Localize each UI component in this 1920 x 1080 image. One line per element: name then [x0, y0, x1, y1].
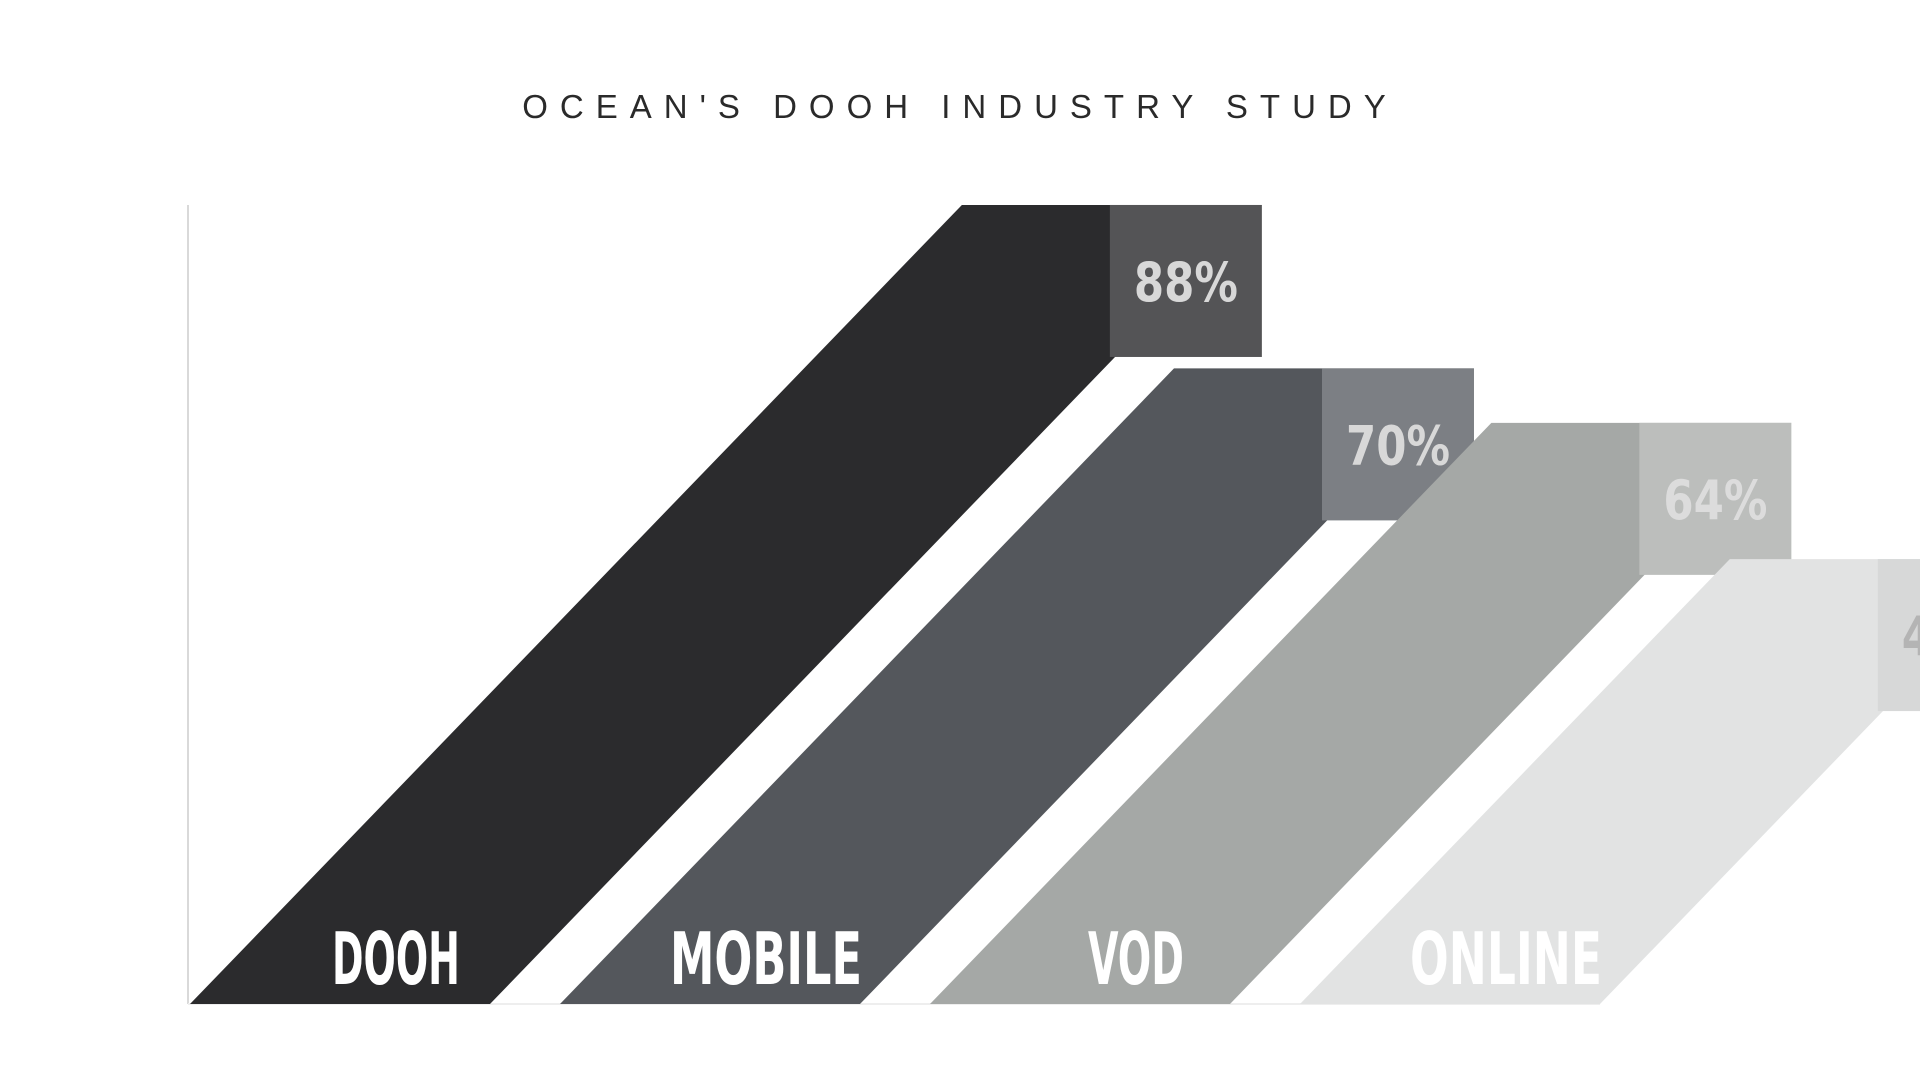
value-box-dooh: [1109, 204, 1262, 357]
value-label-online: 49%: [1902, 605, 1920, 668]
value-label-mobile: 70%: [1346, 414, 1450, 477]
bar-mobile: [560, 368, 1474, 1004]
bar-group-online: 49% ONLINE: [1300, 559, 1920, 1004]
value-box-vod: [1639, 422, 1792, 575]
category-label-mobile: MOBILE: [670, 917, 862, 1001]
bar-group-dooh: 88% DOOH: [190, 204, 1262, 1004]
bar-dooh: [190, 204, 1262, 1004]
value-label-vod: 64%: [1663, 469, 1767, 532]
category-label-online: ONLINE: [1410, 917, 1602, 1001]
bar-group-mobile: 70% MOBILE: [560, 368, 1474, 1004]
value-box-online: [1877, 559, 1920, 712]
chart-title: OCEAN'S DOOH INDUSTRY STUDY: [522, 88, 1398, 125]
bar-group-vod: 64% VOD: [930, 422, 1792, 1004]
bar-online: [1300, 559, 1920, 1004]
bar-vod: [930, 422, 1792, 1004]
category-label-dooh: DOOH: [332, 917, 460, 1001]
category-label-vod: VOD: [1088, 917, 1184, 1001]
value-label-dooh: 88%: [1134, 251, 1238, 314]
